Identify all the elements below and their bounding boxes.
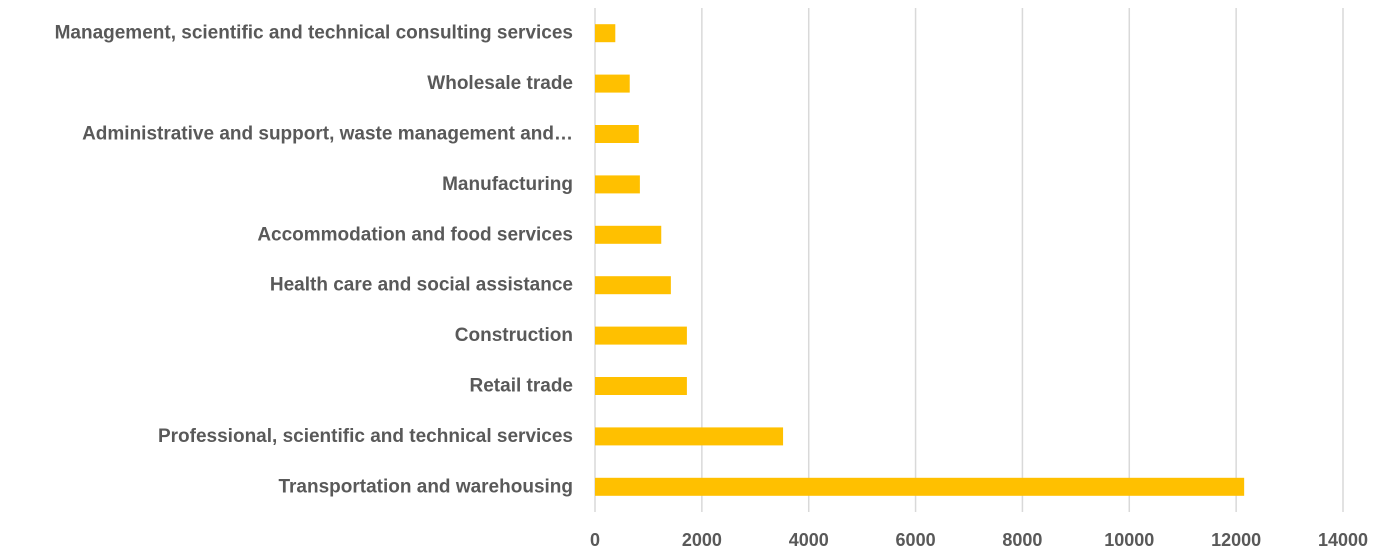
x-tick-label: 12000 [1211, 530, 1261, 550]
bar-3 [595, 125, 639, 143]
category-label: Professional, scientific and technical s… [158, 426, 573, 447]
category-label: Construction [455, 325, 573, 346]
gridlines [594, 8, 1344, 512]
x-tick-label: 4000 [789, 530, 829, 550]
bar-7 [595, 326, 687, 345]
bar-9 [595, 427, 784, 446]
category-label: Transportation and warehousing [278, 476, 573, 497]
x-tick-label: 2000 [682, 530, 722, 550]
category-label: Administrative and support, waste manage… [82, 124, 573, 145]
bar-2 [595, 74, 630, 93]
category-label: Wholesale trade [427, 73, 573, 94]
x-tick-label: 10000 [1104, 530, 1154, 550]
x-tick-label: 6000 [896, 530, 936, 550]
bar-4 [595, 175, 640, 194]
category-label: Health care and social assistance [270, 275, 573, 296]
x-tick-labels: 0 2000 4000 6000 8000 10000 12000 14000 [590, 530, 1368, 550]
bar-10 [595, 477, 1245, 496]
x-tick-label: 14000 [1318, 530, 1368, 550]
category-label: Manufacturing [442, 174, 573, 195]
category-label: Retail trade [470, 376, 573, 397]
category-label: Accommodation and food services [257, 224, 573, 245]
category-label: Management, scientific and technical con… [55, 23, 573, 44]
bars [595, 24, 1245, 496]
category-labels: Management, scientific and technical con… [55, 23, 573, 498]
bar-5 [595, 225, 662, 244]
bar-6 [595, 276, 671, 295]
bar-8 [595, 377, 687, 395]
x-tick-label: 0 [590, 530, 600, 550]
bar-1 [595, 24, 616, 43]
x-tick-label: 8000 [1002, 530, 1042, 550]
